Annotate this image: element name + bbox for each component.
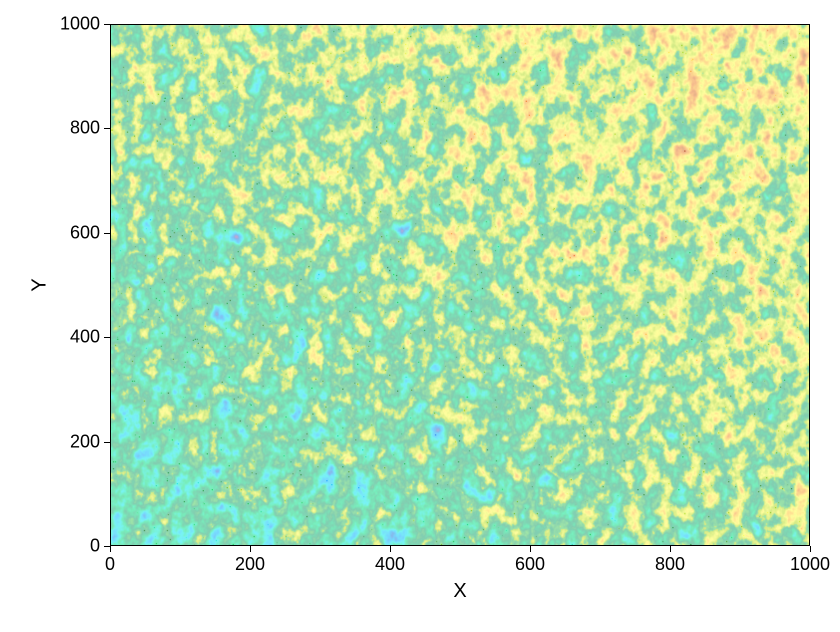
tick-label: 200 — [235, 554, 265, 575]
y-axis-label: Y — [29, 278, 52, 291]
tick-label: 800 — [655, 554, 685, 575]
tick-mark — [250, 546, 251, 552]
heatmap-canvas — [111, 25, 809, 545]
tick-mark — [104, 442, 110, 443]
tick-label: 400 — [375, 554, 405, 575]
tick-label: 400 — [70, 327, 100, 348]
tick-label: 0 — [105, 554, 115, 575]
tick-mark — [670, 546, 671, 552]
tick-label: 800 — [70, 118, 100, 139]
tick-label: 200 — [70, 431, 100, 452]
tick-mark — [810, 546, 811, 552]
tick-mark — [104, 24, 110, 25]
tick-label: 600 — [515, 554, 545, 575]
tick-label: 600 — [70, 222, 100, 243]
tick-mark — [104, 128, 110, 129]
figure: 0 200 400 600 800 1000 0 200 400 600 800 1000 X Y — [0, 0, 840, 632]
tick-label: 1000 — [790, 554, 830, 575]
tick-mark — [110, 546, 111, 552]
tick-mark — [104, 337, 110, 338]
tick-label: 1000 — [60, 14, 100, 35]
tick-label: 0 — [90, 536, 100, 557]
plot-area — [110, 24, 810, 546]
tick-mark — [530, 546, 531, 552]
x-axis-label: X — [453, 580, 466, 603]
tick-mark — [104, 546, 110, 547]
tick-mark — [104, 233, 110, 234]
tick-mark — [390, 546, 391, 552]
